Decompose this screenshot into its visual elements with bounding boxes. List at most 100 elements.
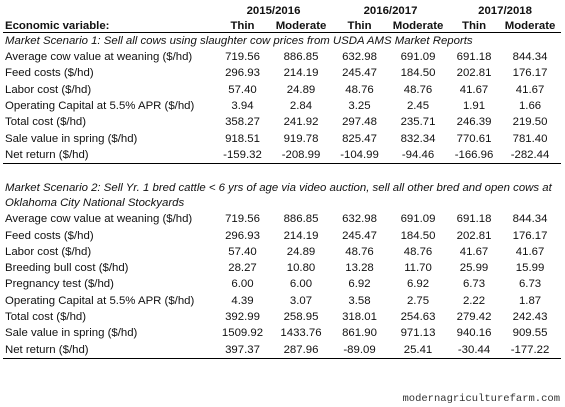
table-row: Sale value in spring ($/hd) 918.51 919.78 8… [3,130,561,146]
scenario-title-row: Market Scenario 2: Sell Yr. 1 bred cattl… [3,180,561,211]
value-cell: 971.13 [400,327,436,340]
value-cell: 2.75 [406,294,430,307]
column-header: Moderate [270,17,333,33]
row-label: Labor cost ($/hd) [5,245,92,258]
value-cell: 245.47 [342,229,377,242]
value-cell: 1433.76 [280,327,322,340]
value-cell: -30.44 [449,341,500,359]
value-cell: -104.99 [332,146,388,165]
value-cell: 940.16 [456,327,492,340]
value-cell: 1509.92 [221,327,264,340]
value-cell: 258.95 [283,311,319,323]
table-row: Total cost ($/hd) 358.27 241.92 297.48 235.7… [3,114,561,130]
table-row: Net return ($/hd) -159.32 -208.99 -104.99 -9… [3,146,562,165]
table-row: Total cost ($/hd) 392.99 258.95 318.01 254.6… [3,309,561,325]
value-cell: 861.90 [342,327,377,340]
value-cell: 6.00 [231,278,254,291]
column-header: Moderate [387,17,450,33]
value-cell: 691.09 [400,213,436,226]
table-row: Labor cost ($/hd) 57.40 24.89 48.76 48.76 41.… [3,82,561,98]
value-cell: 48.76 [345,83,374,96]
value-cell: 10.80 [286,262,316,275]
row-label: Average cow value at weaning ($/hd) [5,213,193,226]
spacer-cell [3,164,561,181]
value-cell: 1.91 [462,100,486,113]
row-label: Pregnancy test ($/hd) [5,278,114,291]
value-cell: 691.09 [400,51,436,64]
value-cell: 6.92 [348,278,371,291]
column-header: Moderate [499,17,562,33]
value-cell: 176.17 [512,229,548,242]
value-cell: 844.34 [512,51,548,64]
value-cell: 176.17 [512,67,548,80]
value-cell: 844.34 [512,213,548,226]
row-label: Breeding bull cost ($/hd) [5,262,129,275]
column-header-row: Economic variable: Thin Moderate Thin Modera… [3,17,562,33]
value-cell: 28.27 [228,262,257,275]
value-cell: -166.96 [449,146,500,165]
value-cell: 41.67 [459,83,489,96]
value-cell: 235.71 [400,116,436,129]
variable-header: Economic variable: [3,17,215,33]
table-row: Feed costs ($/hd) 296.93 214.19 245.47 184.5… [3,227,561,243]
value-cell: 4.39 [231,294,254,307]
table-body: 2015/2016 2016/2017 2017/2018 Economic vari… [3,0,562,359]
value-cell: 296.93 [225,67,260,80]
value-cell: 25.99 [459,262,489,275]
value-cell: 57.40 [228,245,257,258]
row-label: Total cost ($/hd) [5,116,87,129]
value-cell: 719.56 [225,213,260,226]
value-cell: 2.84 [289,100,313,113]
value-cell: 3.25 [348,100,371,113]
value-cell: 15.99 [515,262,545,275]
value-cell: 918.51 [225,132,260,145]
value-cell: 297.48 [342,116,377,129]
row-label: Operating Capital at 5.5% APR ($/hd) [5,100,195,113]
row-label: Operating Capital at 5.5% APR ($/hd) [5,294,195,307]
value-cell: 832.34 [400,132,436,145]
row-label: Sale value in spring ($/hd) [5,327,138,340]
value-cell: 781.40 [512,132,548,145]
row-label: Total cost ($/hd) [5,311,87,323]
value-cell: -208.99 [270,146,333,165]
value-cell: 57.40 [228,83,257,96]
value-cell: 3.07 [289,294,313,307]
value-cell: 825.47 [342,132,377,145]
table-row: Operating Capital at 5.5% APR ($/hd) 3.94… [3,98,561,114]
row-label: Net return ($/hd) [3,341,215,359]
value-cell: 318.01 [342,311,377,323]
value-cell: 1.87 [518,294,542,307]
value-cell: 11.70 [404,262,432,275]
value-cell: 241.92 [283,116,319,129]
value-cell: 184.50 [400,229,436,242]
table-row: Operating Capital at 5.5% APR ($/hd) 4.39… [3,293,561,309]
value-cell: 287.96 [270,341,333,359]
column-header: Thin [332,17,388,33]
value-cell: 296.93 [225,229,260,242]
value-cell: -89.09 [332,341,388,359]
scenario-spacer [3,164,561,181]
row-label: Sale value in spring ($/hd) [5,132,138,145]
value-cell: 6.73 [518,278,542,291]
value-cell: -94.46 [387,146,450,165]
period-header: 2016/2017 [363,5,418,17]
table-row: Average cow value at weaning ($/hd) 719.5… [3,49,561,65]
value-cell: 3.94 [231,100,254,113]
value-cell: 41.67 [459,245,489,258]
value-cell: 886.85 [283,213,319,226]
value-cell: 202.81 [456,67,492,80]
row-label: Feed costs ($/hd) [5,229,94,242]
table-row: Net return ($/hd) 397.37 287.96 -89.09 25.41… [3,341,562,359]
value-cell: 279.42 [456,311,492,323]
period-header-row: 2015/2016 2016/2017 2017/2018 [3,0,561,17]
value-cell: 41.67 [515,245,545,258]
value-cell: 719.56 [225,51,260,64]
watermark: modernagriculturefarm.com [400,393,562,405]
value-cell: 2.45 [406,100,430,113]
value-cell: 358.27 [225,116,260,129]
value-cell: 24.89 [286,245,316,258]
value-cell: -159.32 [215,146,270,165]
column-header: Thin [215,17,270,33]
value-cell: 48.76 [345,245,374,258]
value-cell: -177.22 [499,341,562,359]
